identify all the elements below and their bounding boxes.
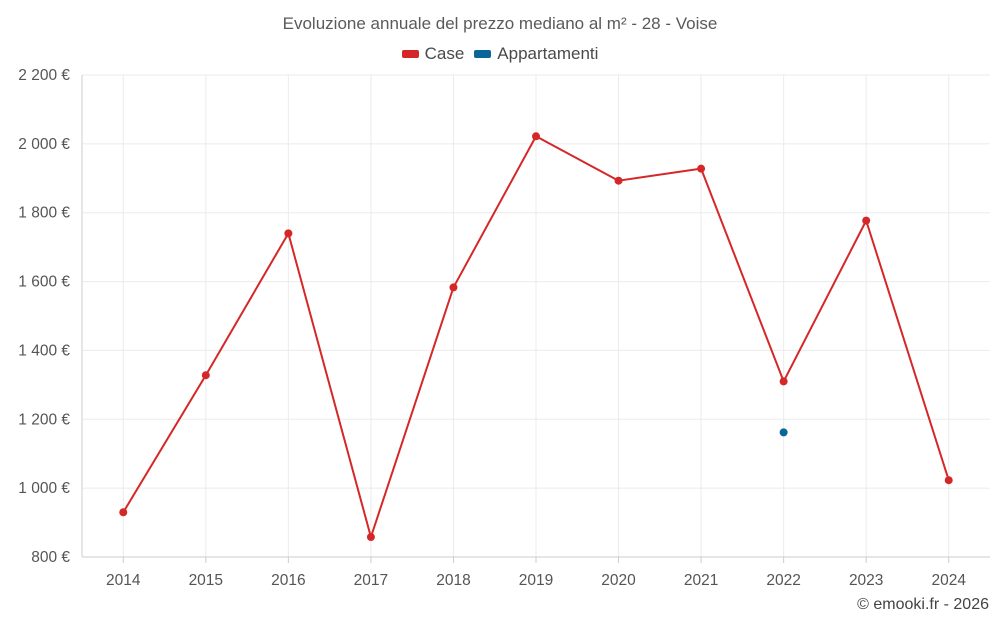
legend-swatch-case: [401, 50, 419, 58]
legend: Case Appartamenti: [0, 44, 1000, 64]
data-point-case: [944, 476, 953, 485]
credit-text: © emooki.fr - 2026: [857, 596, 989, 613]
chart-title: Evoluzione annuale del prezzo mediano al…: [282, 14, 718, 33]
data-point-case: [119, 508, 128, 517]
x-tick-label: 2019: [519, 572, 553, 589]
y-tick-label: 800 €: [31, 549, 70, 566]
data-point-case: [532, 132, 540, 141]
y-tick-label: 2 000 €: [18, 136, 70, 153]
legend-label-case: Case: [424, 44, 465, 63]
data-point-appartamenti: [779, 428, 788, 437]
x-tick-label: 2023: [849, 572, 883, 589]
x-tick-label: 2017: [354, 572, 388, 589]
y-tick-label: 1 000 €: [18, 480, 70, 497]
data-point-case: [614, 176, 623, 185]
y-tick-label: 1 600 €: [18, 274, 70, 291]
data-point-case: [779, 377, 788, 386]
data-point-case: [862, 216, 871, 225]
data-point-case: [284, 229, 293, 238]
legend-item-appartamenti[interactable]: Appartamenti: [474, 44, 598, 64]
data-point-case: [449, 283, 458, 292]
x-tick-label: 2014: [106, 572, 141, 589]
y-tick-label: 1 800 €: [18, 205, 70, 222]
x-tick-label: 2022: [766, 572, 800, 589]
x-tick-label: 2020: [601, 572, 636, 589]
data-point-case: [697, 164, 706, 173]
legend-label-appartamenti: Appartamenti: [497, 44, 599, 63]
y-tick-label: 1 400 €: [18, 342, 70, 359]
legend-item-case[interactable]: Case: [401, 44, 465, 64]
x-tick-label: 2024: [931, 572, 966, 589]
y-tick-label: 1 200 €: [18, 411, 70, 428]
x-tick-label: 2016: [271, 572, 305, 589]
data-point-case: [366, 533, 375, 542]
x-tick-label: 2018: [436, 572, 470, 589]
x-tick-label: 2015: [189, 572, 223, 589]
legend-swatch-appartamenti: [474, 50, 492, 58]
y-tick-label: 2 200 €: [18, 67, 70, 84]
x-tick-label: 2021: [684, 572, 718, 589]
data-point-case: [201, 371, 210, 380]
